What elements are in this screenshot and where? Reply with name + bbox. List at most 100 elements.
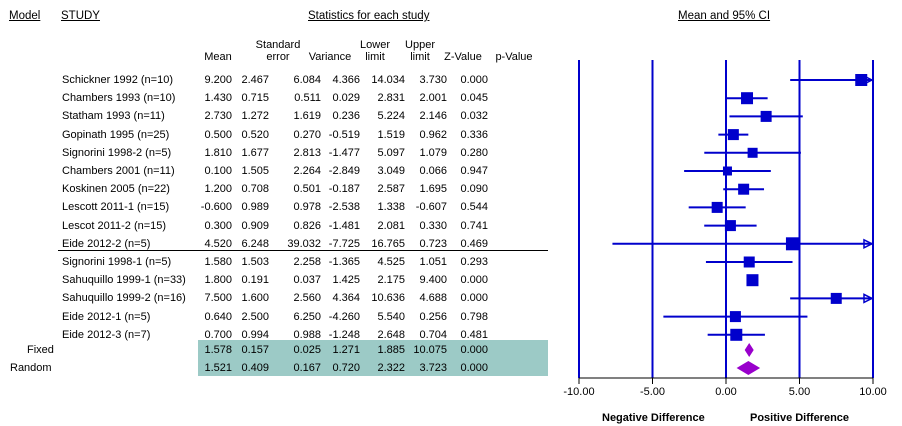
table-cell: 2.587: [377, 183, 405, 196]
table-cell: 3.730: [419, 74, 447, 86]
table-cell: 0.708: [241, 183, 269, 196]
table-cell: 9.400: [419, 274, 447, 287]
column-header: p-Value: [484, 51, 544, 63]
table-cell: 1.430: [204, 92, 232, 105]
column-header: Variance: [300, 51, 360, 63]
summary-model-label: Fixed: [27, 344, 54, 356]
table-cell: 0.045: [460, 92, 488, 105]
table-cell: 0.090: [460, 183, 488, 196]
table-cell: 0.300: [204, 219, 232, 232]
table-cell: 2.146: [419, 110, 447, 123]
table-cell: 1.677: [241, 146, 269, 159]
study-name: Lescot 2011-2 (n=15): [62, 219, 167, 232]
table-cell: 0.000: [460, 74, 488, 86]
table-cell: -7.725: [328, 237, 360, 250]
study-name: Koskinen 2005 (n=22): [62, 183, 170, 196]
table-cell: 0.704: [419, 328, 447, 341]
study-name: Eide 2012-1 (n=5): [62, 310, 151, 323]
table-cell: -0.519: [328, 128, 360, 141]
column-header-line: Lower: [360, 39, 390, 51]
study-marker: [855, 74, 868, 86]
positive-difference-label: Positive Difference: [750, 412, 850, 424]
table-cell: 0.236: [332, 110, 360, 123]
x-tick-label: 5.00: [789, 386, 810, 398]
summary-cell: 0.025: [293, 344, 321, 356]
group-separator: [58, 250, 548, 251]
table-cell: 1.338: [377, 201, 405, 214]
column-header-line: p-Value: [495, 51, 533, 63]
column-header-line: Z-Value: [444, 51, 482, 63]
study-marker: [724, 220, 736, 232]
study-marker: [730, 328, 743, 341]
table-cell: 2.467: [241, 74, 269, 86]
summary-cell: 0.720: [332, 362, 360, 374]
table-cell: 2.648: [377, 328, 405, 341]
table-cell: 1.051: [419, 256, 447, 268]
table-cell: 0.909: [241, 219, 269, 232]
ci-arrow: [863, 238, 874, 250]
column-header: Upper limit: [390, 39, 450, 63]
table-cell: -1.481: [328, 219, 360, 232]
summary-cell: 0.167: [293, 362, 321, 374]
table-cell: 1.600: [241, 292, 269, 305]
study-name: Lescott 2011-1 (n=15): [62, 201, 170, 214]
study-marker: [760, 110, 772, 122]
study-name: Sahuquillo 1999-2 (n=16): [62, 292, 186, 305]
table-cell: 0.256: [419, 310, 447, 323]
study-name: Signorini 1998-2 (n=5): [62, 146, 172, 159]
table-cell: 6.084: [293, 74, 321, 86]
table-cell: 4.525: [377, 256, 405, 268]
table-cell: 0.037: [293, 274, 321, 287]
column-header-line: Standard: [255, 39, 301, 51]
summary-cell: 10.075: [413, 344, 447, 356]
table-cell: 1.810: [204, 146, 232, 159]
table-cell: 2.264: [293, 165, 321, 177]
study-marker: [747, 147, 758, 158]
table-cell: 1.200: [204, 183, 232, 196]
summary-cell: 0.157: [241, 344, 269, 356]
column-header: Z-Value: [433, 51, 493, 63]
study-marker: [743, 256, 755, 268]
table-cell: 5.224: [377, 110, 405, 123]
table-cell: 0.988: [293, 328, 321, 341]
table-cell: 0.000: [460, 274, 488, 287]
table-cell: 0.947: [460, 165, 488, 177]
summary-cell: 0.000: [460, 362, 488, 374]
table-cell: 5.097: [377, 146, 405, 159]
study-marker: [722, 166, 732, 176]
summary-cell: 3.723: [419, 362, 447, 374]
table-cell: -2.849: [328, 165, 360, 177]
table-cell: 6.250: [293, 310, 321, 323]
study-marker: [727, 129, 739, 141]
table-cell: -0.187: [328, 183, 360, 196]
table-cell: 0.989: [241, 201, 269, 214]
table-cell: 2.730: [204, 110, 232, 123]
table-cell: -1.248: [328, 328, 360, 341]
table-cell: 0.500: [204, 128, 232, 141]
summary-cell: 1.885: [377, 344, 405, 356]
column-header-line: Upper: [405, 39, 435, 51]
study-column-header: STUDY: [61, 10, 100, 22]
study-marker: [738, 183, 750, 195]
table-cell: 0.798: [460, 310, 488, 323]
summary-diamond: [744, 343, 754, 357]
summary-cell: 1.271: [332, 344, 360, 356]
table-cell: 0.469: [460, 237, 488, 250]
study-marker: [711, 201, 723, 213]
study-marker: [729, 311, 741, 323]
table-cell: 0.501: [293, 183, 321, 196]
column-header-line: limit: [410, 51, 430, 63]
summary-highlight: [198, 340, 548, 376]
table-cell: 0.336: [460, 128, 488, 141]
table-cell: 0.511: [294, 92, 321, 105]
table-cell: 0.270: [293, 128, 321, 141]
table-cell: 2.813: [293, 146, 321, 159]
table-cell: 0.826: [293, 219, 321, 232]
table-cell: 0.066: [419, 165, 447, 177]
table-cell: -1.365: [328, 256, 360, 268]
column-header-line: Mean: [204, 51, 232, 63]
table-cell: 6.248: [241, 237, 269, 250]
negative-difference-label: Negative Difference: [602, 412, 705, 424]
table-cell: 1.800: [204, 274, 232, 287]
